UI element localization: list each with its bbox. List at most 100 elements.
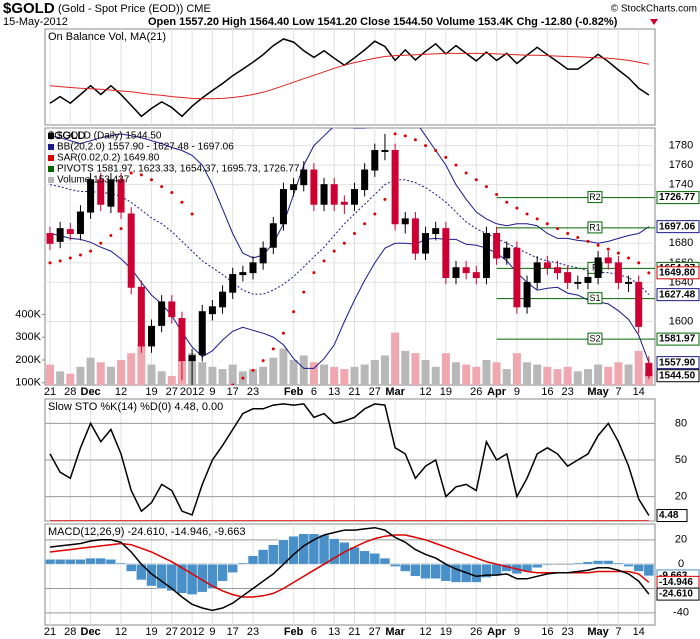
macd-histogram-bar [339, 542, 350, 565]
x-tick-label: 9 [514, 626, 520, 638]
sar-dot [556, 227, 559, 231]
candle-body [300, 169, 308, 186]
sar-dot [78, 253, 82, 257]
panel: S2S1PR1R2 [45, 128, 655, 385]
pivot-label: R1 [589, 222, 601, 232]
macd-histogram-bar [146, 563, 157, 587]
sar-dot [129, 171, 133, 175]
volume-bar [86, 357, 95, 385]
volume-bar [137, 344, 146, 385]
candle-body [452, 267, 460, 279]
candle-body [279, 189, 287, 225]
bollinger-upper [49, 128, 650, 259]
candle-body [178, 318, 186, 362]
macd-histogram-bar [633, 563, 644, 572]
sar-dot [616, 251, 620, 255]
sar-dot [403, 134, 407, 138]
volume-bar [472, 366, 481, 385]
sar-dot [525, 212, 529, 216]
candle-body [76, 211, 84, 235]
sar-dot [586, 239, 590, 243]
sar-dot [119, 227, 123, 231]
x-tick-label: May [587, 386, 609, 398]
sar-dot [281, 331, 285, 335]
sar-dot [312, 271, 316, 275]
macd-histogram-bar [643, 563, 655, 577]
candle-body [523, 281, 531, 308]
sar-dot [444, 155, 448, 159]
macd-histogram-bar [531, 563, 543, 569]
candle-body [482, 233, 490, 279]
panel-title: Slow STO %K(14) %D(0) 4.48, 0.00 [48, 401, 223, 413]
sar-dot [342, 241, 346, 245]
macd-histogram-bar [379, 557, 391, 565]
macd-histogram-bar [45, 559, 56, 565]
y-tick-label: 80 [675, 417, 687, 429]
legend-swatch [48, 177, 54, 183]
date: 15-May-2012 [3, 16, 68, 28]
sar-dot [292, 310, 296, 314]
volume-bar [66, 373, 75, 385]
sar-dot [332, 249, 336, 253]
candle-body [259, 247, 267, 264]
volume-bar [309, 362, 318, 385]
candle-body [188, 355, 196, 362]
volume-bar [604, 366, 613, 385]
volume-bar [299, 355, 308, 385]
x-tick-label: 14 [633, 386, 645, 398]
candle-body [645, 362, 653, 377]
candle-body [117, 179, 125, 213]
sar-dot [424, 144, 428, 148]
value-tag [656, 288, 700, 302]
x-tick-label: 28 [64, 386, 76, 398]
y-tick-label: 0 [678, 558, 684, 570]
macd-histogram-bar [369, 552, 381, 565]
sar-dot [89, 249, 93, 253]
panel-title: On Balance Vol, MA(21) [48, 31, 166, 43]
sar-dot [535, 217, 539, 221]
x-tick-label: 21 [348, 626, 360, 638]
macd-histogram-bar [359, 550, 370, 565]
candle-body [371, 149, 379, 171]
sar-dot [373, 212, 377, 216]
macd-histogram-bar [471, 563, 482, 583]
panel-frame [44, 28, 656, 126]
volume-bar [523, 362, 532, 385]
candle-body [148, 325, 155, 347]
volume-bar [411, 353, 420, 385]
candle-body [198, 311, 206, 356]
candle-body [158, 301, 166, 326]
x-tick-label: 19 [145, 386, 157, 398]
pivot-tag [587, 332, 603, 345]
macd-histogram-bar [389, 563, 401, 567]
x-tick-label: Mar [385, 386, 405, 398]
x-tick-label: 23 [562, 386, 574, 398]
pivot-tag [587, 221, 603, 234]
candle-body [351, 189, 358, 205]
sar-dot [48, 261, 52, 265]
macd-histogram-bar [257, 549, 269, 565]
sar-dot [637, 261, 641, 265]
y-tick-label: 1760 [669, 159, 693, 171]
sar-dot [261, 359, 265, 363]
y-tick-label: 50 [675, 454, 687, 466]
pivot-label: S1 [589, 293, 600, 303]
x-tick-label: Feb [284, 386, 304, 398]
sar-dot [180, 200, 184, 204]
sar-dot [160, 185, 164, 189]
y-tick-label: 1600 [669, 315, 693, 327]
candle-body [422, 233, 430, 254]
candle-body [543, 262, 551, 269]
candle-body [411, 218, 419, 254]
macd-histogram-bar [95, 557, 106, 565]
sar-dot [464, 171, 468, 175]
x-tick-label: 7 [615, 386, 621, 398]
chart-subtitle: (Gold - Spot Price (EOD)) CME [58, 3, 211, 15]
volume-bar [96, 362, 105, 385]
macd-histogram-bar [105, 559, 117, 565]
x-tick-label: 19 [440, 626, 452, 638]
sar-dot [170, 190, 174, 194]
macd-histogram-bar [572, 562, 584, 565]
y-tick-label: 1740 [669, 179, 693, 191]
down-arrow [650, 19, 658, 25]
